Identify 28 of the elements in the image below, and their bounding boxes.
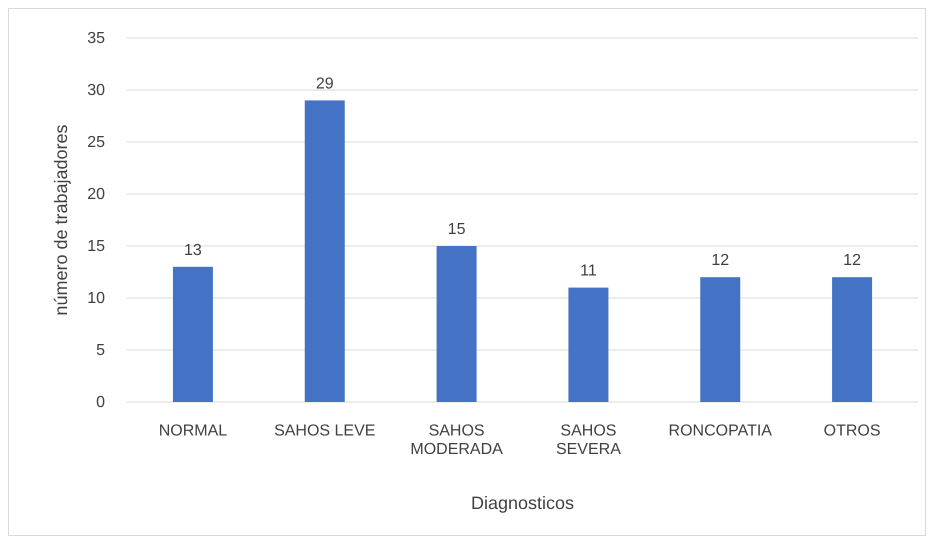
y-tick-label: 15 [87,238,106,256]
bar [436,246,477,402]
y-tick-label: 5 [96,342,106,360]
data-label: 11 [580,262,597,280]
bar [832,277,872,402]
bar [568,288,608,402]
x-tick-label: SAHOS MODERADA [410,422,504,458]
bar [304,100,345,402]
x-tick-label: RONCOPATIA [668,422,772,440]
x-tick-label: NORMAL [158,422,228,440]
y-tick-label: 20 [87,186,106,204]
y-tick-label: 0 [96,394,106,412]
data-label: 13 [184,242,202,259]
x-tick-label: SAHOS SEVERA [556,422,622,458]
data-label: 12 [843,252,862,270]
bar [700,277,740,402]
y-tick-label: 25 [87,134,106,152]
data-label: 12 [711,252,730,270]
x-axis-title: Diagnosticos [470,493,574,513]
x-tick-label: SAHOS LEVE [274,422,376,440]
y-tick-label: 10 [87,290,106,308]
y-axis-title: número de trabajadores [51,124,71,316]
x-tick-label: OTROS [824,422,881,440]
bar [172,266,213,402]
data-label: 29 [316,75,334,92]
data-label: 15 [448,221,466,238]
y-tick-label: 30 [87,82,106,100]
y-tick-label: 35 [87,30,106,48]
